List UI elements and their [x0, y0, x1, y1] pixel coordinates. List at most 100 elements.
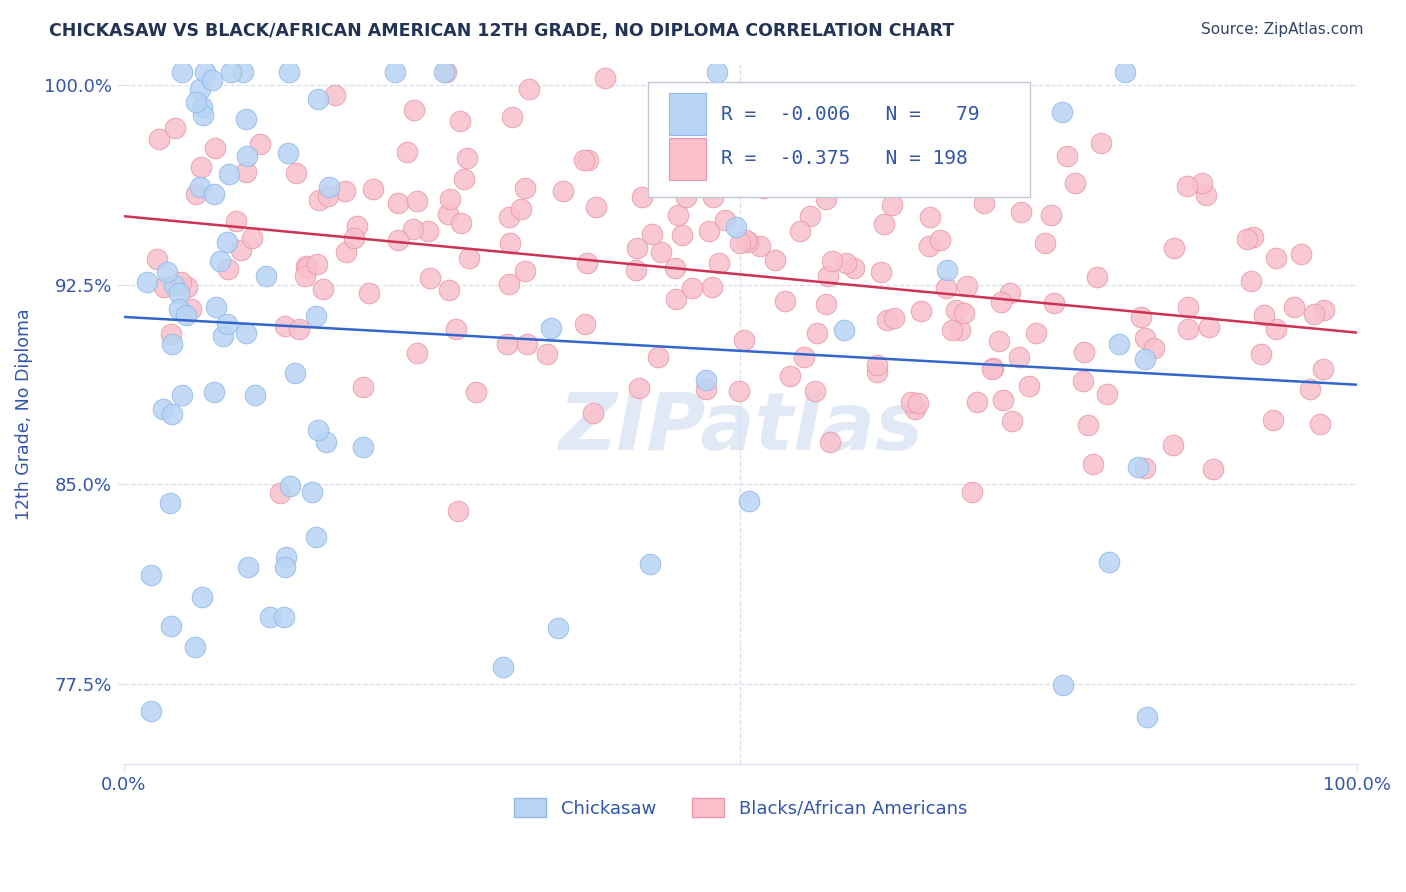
Point	[1033, 236, 1056, 251]
Point	[387, 234, 409, 248]
Point	[335, 185, 357, 199]
Point	[626, 241, 648, 255]
Point	[956, 279, 979, 293]
Point	[585, 201, 607, 215]
Point	[1090, 136, 1112, 150]
Point	[988, 176, 1011, 190]
Point	[1263, 413, 1285, 427]
Point	[724, 220, 747, 235]
Point	[135, 275, 157, 289]
Point	[779, 369, 801, 384]
Point	[1135, 331, 1157, 345]
Point	[288, 321, 311, 335]
Point	[510, 202, 533, 216]
Point	[741, 149, 763, 163]
Point	[305, 309, 328, 323]
Point	[215, 235, 238, 250]
Point	[1008, 351, 1031, 365]
Point	[665, 292, 688, 306]
Point	[981, 362, 1004, 376]
Point	[789, 224, 811, 238]
Point	[832, 176, 855, 190]
Point	[269, 485, 291, 500]
Point	[1253, 308, 1275, 322]
Point	[1191, 177, 1213, 191]
Point	[190, 160, 212, 174]
Point	[935, 281, 957, 295]
Point	[453, 172, 475, 186]
Point	[1289, 247, 1312, 261]
Point	[952, 306, 974, 320]
Point	[184, 640, 207, 654]
Point	[641, 227, 664, 242]
Point	[910, 303, 932, 318]
Point	[941, 323, 963, 337]
Point	[295, 259, 318, 273]
Point	[966, 395, 988, 409]
Point	[456, 151, 478, 165]
Point	[307, 92, 329, 106]
Text: R =  -0.375   N = 198: R = -0.375 N = 198	[721, 149, 967, 168]
Point	[733, 333, 755, 347]
Point	[235, 326, 257, 341]
Text: CHICKASAW VS BLACK/AFRICAN AMERICAN 12TH GRADE, NO DIPLOMA CORRELATION CHART: CHICKASAW VS BLACK/AFRICAN AMERICAN 12TH…	[49, 22, 955, 40]
Point	[695, 382, 717, 396]
Point	[343, 230, 366, 244]
Point	[735, 233, 758, 247]
Point	[499, 235, 522, 250]
Point	[235, 149, 257, 163]
Point	[464, 385, 486, 400]
Point	[551, 185, 574, 199]
Point	[236, 560, 259, 574]
Point	[352, 380, 374, 394]
Point	[277, 146, 299, 161]
FancyBboxPatch shape	[648, 81, 1031, 197]
Point	[1198, 319, 1220, 334]
Point	[146, 252, 169, 266]
Point	[928, 172, 950, 186]
Point	[883, 310, 905, 325]
Point	[346, 219, 368, 233]
Point	[212, 329, 235, 343]
Point	[755, 141, 778, 155]
Point	[880, 198, 903, 212]
Point	[1284, 301, 1306, 315]
Point	[202, 385, 225, 400]
Point	[439, 192, 461, 206]
Point	[498, 277, 520, 291]
Point	[416, 223, 439, 237]
Point	[384, 65, 406, 79]
Point	[702, 190, 724, 204]
Point	[1025, 326, 1047, 341]
Point	[361, 182, 384, 196]
Point	[278, 479, 301, 493]
Point	[1063, 176, 1085, 190]
Point	[1052, 678, 1074, 692]
Point	[1236, 232, 1258, 246]
Point	[669, 111, 692, 125]
Point	[1133, 351, 1156, 366]
Point	[1265, 251, 1288, 265]
Point	[817, 268, 839, 283]
Point	[628, 381, 651, 395]
Point	[249, 137, 271, 152]
Point	[160, 619, 183, 633]
Point	[208, 254, 231, 268]
Point	[773, 293, 796, 308]
Point	[419, 271, 441, 285]
Point	[1114, 65, 1136, 79]
Text: ZIPatlas: ZIPatlas	[558, 389, 922, 467]
Point	[1056, 149, 1078, 163]
Point	[232, 65, 254, 79]
Point	[204, 141, 226, 155]
Point	[496, 337, 519, 351]
Point	[404, 103, 426, 117]
Point	[387, 196, 409, 211]
Point	[450, 216, 472, 230]
Point	[405, 194, 427, 208]
Point	[284, 366, 307, 380]
Point	[352, 440, 374, 454]
Point	[576, 153, 599, 168]
Point	[870, 265, 893, 279]
Point	[904, 401, 927, 416]
